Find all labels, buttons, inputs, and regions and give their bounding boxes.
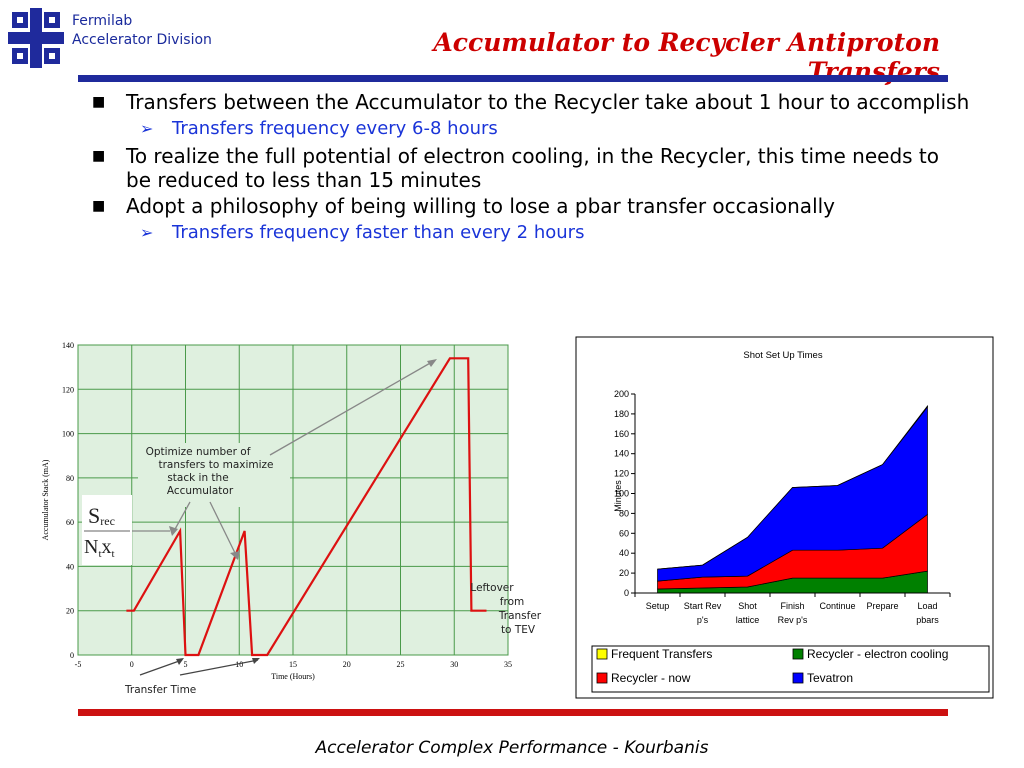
y-tick-label: 60 (66, 518, 74, 527)
leftover-label-line: from (500, 596, 524, 608)
bullet-text: Transfers between the Accumulator to the… (126, 90, 970, 114)
y-tick-label: 0 (624, 588, 629, 598)
y-tick-label: 0 (70, 651, 74, 660)
y-tick-label: 40 (619, 548, 629, 558)
annotation-optimize-line: stack in the (167, 472, 228, 484)
bullet-list: ■ Transfers between the Accumulator to th… (90, 90, 970, 248)
leftover-label-line: Leftover (470, 582, 514, 594)
legend-swatch (792, 672, 804, 684)
org-line-1: Fermilab (72, 13, 133, 29)
nt-xt-label: Ntxt (84, 536, 115, 560)
y-tick-label: 80 (619, 508, 629, 518)
x-tick-label: 25 (397, 660, 405, 669)
org-line-2: Accelerator Division (72, 32, 212, 48)
shot-setup-times-chart: Shot Set Up Times 0 20 40 60 80 100 120 140 160 1… (575, 336, 994, 699)
y-axis-label: Accumulator Stack (mA) (41, 459, 50, 540)
slide-title: Accumulator to Recycler Antiproton Trans… (433, 28, 940, 86)
x-tick-label: -5 (75, 660, 82, 669)
square-bullet-icon: ■ (92, 94, 106, 110)
y-tick-label: 200 (614, 389, 629, 399)
legend-label: Recycler - now (611, 671, 691, 685)
area-series-frequent-transfers (657, 404, 928, 570)
x-category-label: lattice (736, 615, 760, 625)
annotation-optimize-line: Accumulator (167, 485, 234, 497)
sub-bullet-text: Transfers frequency faster than every 2 … (172, 222, 585, 243)
legend-swatch (596, 648, 608, 660)
x-category-label: Continue (819, 601, 855, 611)
y-tick-label: 140 (614, 449, 629, 459)
fermilab-logo-icon (8, 8, 64, 68)
arrow-bullet-icon: ➢ (140, 223, 154, 242)
x-tick-label: 35 (504, 660, 512, 669)
x-category-label: pbars (916, 615, 939, 625)
x-category-label: p's (697, 615, 709, 625)
bullet-text: Adopt a philosophy of being willing to l… (126, 194, 836, 218)
x-tick-label: 0 (130, 660, 134, 669)
x-tick-label: 10 (235, 660, 243, 669)
x-category-label: Load (917, 601, 937, 611)
y-tick-label: 140 (62, 341, 74, 350)
y-tick-label: 40 (66, 562, 74, 571)
y-tick-label: 80 (66, 474, 74, 483)
leftover-label-line: Transfer (498, 610, 542, 622)
x-tick-label: 30 (450, 660, 458, 669)
organization-label: Fermilab Accelerator Division (72, 12, 212, 50)
bullet-item: ■ Adopt a philosophy of being willing to … (90, 194, 970, 218)
sub-bullet-item: ➢ Transfers frequency every 6-8 hours (90, 116, 970, 142)
bullet-text: To realize the full potential of electro… (126, 144, 940, 192)
legend-swatch (596, 672, 608, 684)
slide-footer: Accelerator Complex Performance - Kourba… (315, 738, 709, 758)
x-tick-label: 5 (184, 660, 188, 669)
stack-series-line (126, 357, 487, 657)
annotation-optimize-line: Optimize number of (146, 446, 251, 458)
y-tick-label: 20 (619, 568, 629, 578)
square-bullet-icon: ■ (92, 198, 106, 214)
x-tick-label: 20 (343, 660, 351, 669)
chart-legend (591, 645, 990, 693)
leftover-label-line: to TEV (501, 624, 536, 636)
y-tick-label: 160 (614, 429, 629, 439)
x-category-label: Setup (646, 601, 670, 611)
x-category-label: Rev p's (778, 615, 808, 625)
legend-label: Frequent Transfers (611, 647, 712, 661)
square-bullet-icon: ■ (92, 148, 106, 164)
bullet-item: ■ Transfers between the Accumulator to th… (90, 90, 970, 114)
annotation-optimize-line: transfers to maximize (158, 459, 273, 471)
y-tick-label: 100 (614, 489, 629, 499)
y-tick-label: 180 (614, 409, 629, 419)
arrow-bullet-icon: ➢ (140, 119, 154, 138)
x-axis-label: Time (Hours) (271, 672, 315, 681)
sub-bullet-text: Transfers frequency every 6-8 hours (172, 118, 498, 139)
y-tick-label: 60 (619, 528, 629, 538)
footer-rule (78, 709, 948, 716)
x-category-label: Start Rev (684, 601, 722, 611)
legend-label: Recycler - electron cooling (807, 647, 948, 661)
x-category-label: Prepare (866, 601, 898, 611)
s-rec-label: Srec (88, 503, 115, 528)
chart-title: Shot Set Up Times (743, 350, 822, 361)
bullet-item: ■ To realize the full potential of electr… (90, 144, 970, 192)
legend-label: Tevatron (807, 671, 853, 685)
y-tick-label: 120 (62, 385, 74, 394)
x-tick-label: 15 (289, 660, 297, 669)
sub-bullet-item: ➢ Transfers frequency faster than every 2… (90, 220, 970, 246)
legend-swatch (792, 648, 804, 660)
x-category-label: Shot (738, 601, 757, 611)
header-rule (78, 75, 948, 82)
y-tick-label: 100 (62, 430, 74, 439)
y-tick-label: 20 (66, 607, 74, 616)
transfer-time-label: Transfer Time (124, 684, 196, 696)
y-axis-label: Minutes (613, 480, 623, 512)
x-category-label: Finish (780, 601, 804, 611)
y-tick-label: 120 (614, 469, 629, 479)
